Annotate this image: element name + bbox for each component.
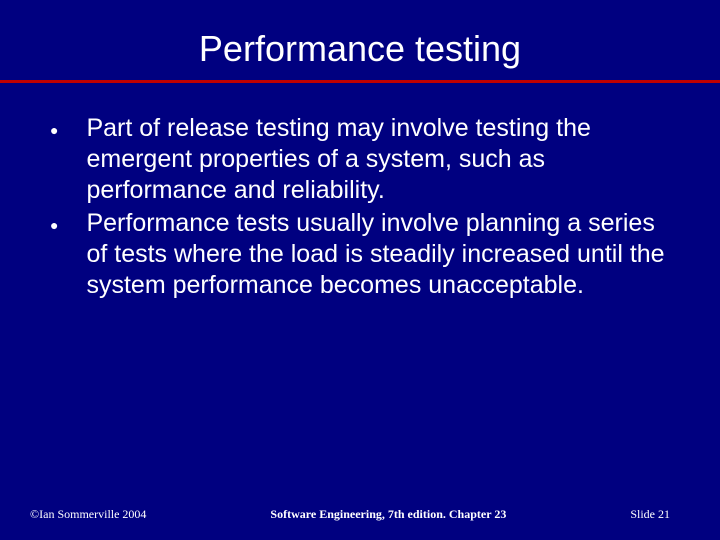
bullet-icon: ● [50,123,58,137]
footer-left: ©Ian Sommerville 2004 [30,507,146,522]
bullet-icon: ● [50,218,58,232]
bullet-text: Part of release testing may involve test… [86,113,680,206]
slide-footer: ©Ian Sommerville 2004 Software Engineeri… [0,507,720,522]
footer-center: Software Engineering, 7th edition. Chapt… [270,507,506,522]
slide: Performance testing ● Part of release te… [0,0,720,540]
bullet-item: ● Part of release testing may involve te… [50,113,680,206]
footer-right: Slide 21 [630,507,670,522]
slide-title: Performance testing [0,0,720,80]
bullet-item: ● Performance tests usually involve plan… [50,208,680,301]
slide-content: ● Part of release testing may involve te… [0,113,720,301]
title-underline [0,80,720,83]
bullet-text: Performance tests usually involve planni… [86,208,680,301]
